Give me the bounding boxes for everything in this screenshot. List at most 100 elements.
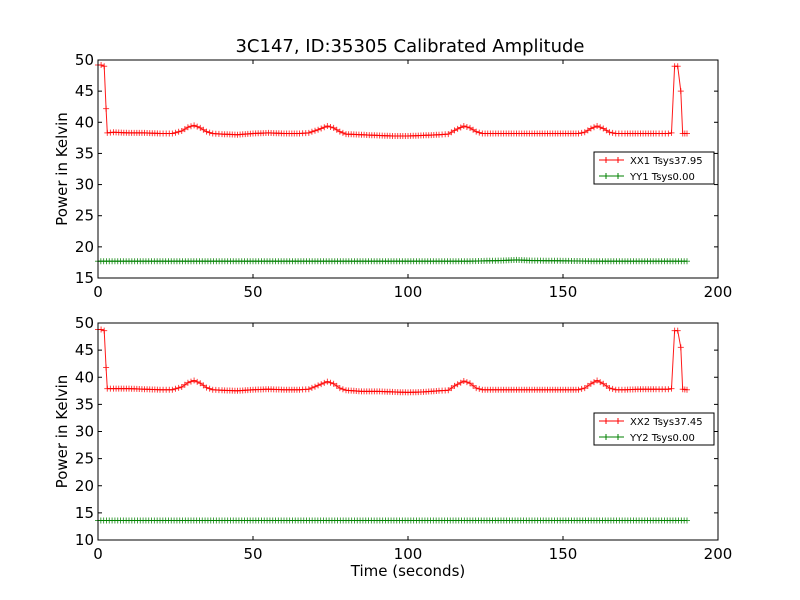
- subplot-top: 0 50 100 150 200 15 20 25 30 35 40 45 50 Power in Kel…: [53, 51, 732, 301]
- data-point-marker: [305, 129, 312, 136]
- data-point-marker: [668, 129, 675, 136]
- data-point-marker: [578, 129, 585, 136]
- data-point-marker: [103, 364, 110, 371]
- data-point-marker: [448, 129, 455, 136]
- data-point-marker: [470, 382, 477, 389]
- data-point-marker: [181, 381, 188, 388]
- subplot-bottom: 0 50 100 150 200 10 15 20 25 30 35 40 45 50 Power in K…: [53, 314, 732, 580]
- data-point-marker: [684, 517, 690, 524]
- data-point-marker: [476, 129, 483, 136]
- data-point-marker: [188, 123, 194, 130]
- data-point-marker: [333, 126, 340, 133]
- data-point-marker: [178, 128, 185, 134]
- data-point-marker: [594, 123, 601, 129]
- data-point-marker: [587, 125, 594, 132]
- data-point-marker: [312, 127, 318, 134]
- data-point-marker: [665, 386, 672, 393]
- y-tick-label: 35: [75, 395, 94, 413]
- data-point-marker: [603, 382, 610, 389]
- data-point-marker: [327, 379, 334, 386]
- data-point-marker: [169, 130, 176, 137]
- y-tick-label: 30: [75, 423, 94, 441]
- legend-marker: [603, 157, 621, 163]
- data-point-marker: [591, 124, 597, 131]
- data-point-marker: [181, 126, 188, 133]
- data-point-marker: [206, 385, 213, 392]
- x-tick-label: 0: [93, 545, 103, 563]
- data-point-marker: [597, 379, 604, 386]
- data-point-marker: [665, 130, 672, 137]
- legend-label: YY1 Tsys0.00: [629, 172, 695, 183]
- series-xx2: [95, 326, 690, 396]
- y-tick-label: 50: [75, 51, 94, 69]
- data-point-marker: [600, 125, 607, 132]
- y-tick-label: 40: [75, 113, 94, 131]
- data-point-marker: [451, 382, 458, 389]
- data-point-marker: [336, 385, 343, 392]
- series-xx1: [95, 62, 690, 139]
- x-tick-label: 150: [549, 283, 578, 301]
- data-point-marker: [98, 62, 105, 68]
- x-tick-label: 0: [93, 283, 103, 301]
- data-point-marker: [451, 127, 458, 134]
- y-tick-label: 45: [75, 341, 94, 359]
- y-tick-label: 35: [75, 144, 94, 162]
- data-point-marker: [194, 123, 201, 130]
- data-point-marker: [463, 379, 470, 386]
- data-point-marker: [684, 258, 690, 265]
- series-yy2: [95, 517, 690, 524]
- data-point-marker: [305, 386, 312, 393]
- data-point-marker: [467, 124, 473, 131]
- data-point-marker: [172, 385, 179, 392]
- data-point-marker: [606, 385, 613, 392]
- data-point-marker: [203, 128, 210, 135]
- data-point-marker: [333, 382, 340, 389]
- data-point-marker: [101, 63, 108, 70]
- legend-label: YY2 Tsys0.00: [629, 433, 695, 444]
- data-point-marker: [172, 129, 179, 136]
- x-axis-label: Time (seconds): [350, 562, 466, 580]
- data-point-marker: [206, 129, 213, 136]
- y-tick-label: 20: [75, 238, 94, 256]
- data-point-marker: [184, 124, 191, 131]
- figure-title: 3C147, ID:35305 Calibrated Amplitude: [235, 36, 584, 57]
- data-point-marker: [312, 383, 318, 390]
- data-point-marker: [597, 124, 604, 131]
- data-point-marker: [327, 124, 334, 130]
- y-tick-label: 45: [75, 82, 94, 100]
- data-point-marker: [476, 385, 483, 392]
- data-point-marker: [308, 128, 315, 135]
- data-point-marker: [575, 130, 582, 137]
- data-point-marker: [315, 382, 322, 389]
- y-tick-label: 25: [75, 207, 94, 225]
- data-point-marker: [169, 386, 176, 393]
- data-point-marker: [457, 124, 464, 131]
- data-point-marker: [445, 387, 452, 394]
- data-point-marker: [200, 126, 207, 133]
- data-point-marker: [467, 380, 473, 387]
- data-point-marker: [197, 124, 204, 131]
- data-point-marker: [101, 327, 108, 334]
- legend-label: XX2 Tsys37.45: [630, 417, 703, 428]
- data-point-marker: [609, 385, 616, 392]
- data-point-marker: [603, 127, 610, 134]
- data-point-marker: [587, 380, 594, 387]
- legend-marker: [603, 173, 621, 179]
- data-point-marker: [308, 384, 315, 391]
- data-point-marker: [175, 128, 182, 135]
- data-point-marker: [103, 105, 110, 112]
- data-point-marker: [684, 130, 690, 137]
- data-point-marker: [321, 124, 328, 131]
- data-point-marker: [200, 382, 207, 389]
- data-point-marker: [677, 88, 684, 95]
- data-point-marker: [339, 386, 346, 393]
- data-point-marker: [188, 378, 194, 385]
- legend-box: [593, 412, 715, 446]
- data-point-marker: [330, 380, 337, 387]
- data-point-marker: [457, 379, 464, 386]
- data-point-marker: [473, 385, 480, 392]
- data-point-marker: [448, 385, 455, 392]
- series-yy1: [95, 256, 690, 265]
- x-tick-label: 100: [394, 545, 423, 563]
- legend-marker: [603, 418, 621, 424]
